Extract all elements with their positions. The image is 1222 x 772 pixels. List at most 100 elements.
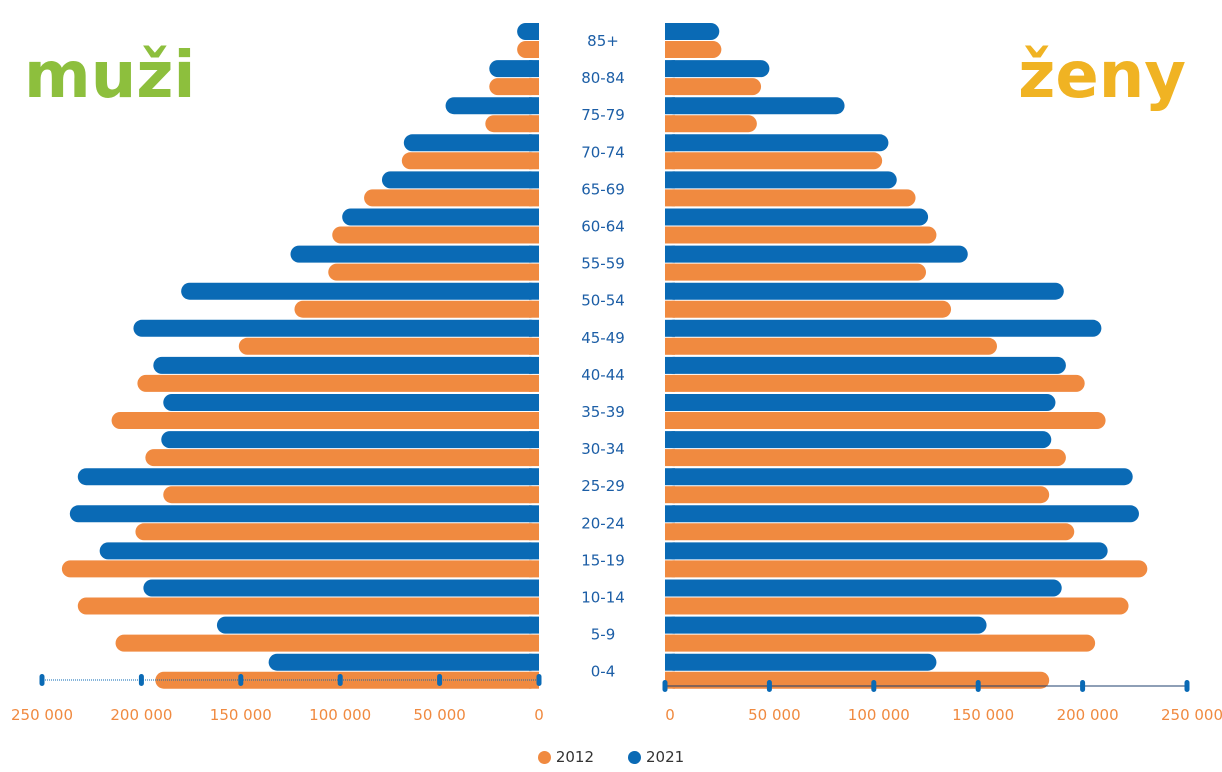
- bar-men-cap-2021-80-84: [529, 60, 539, 77]
- bar-women-2021-15-19: [665, 542, 1108, 559]
- bars-men: [62, 23, 539, 689]
- tick-label-men-2: 150 000: [210, 706, 272, 724]
- bar-men-cap-2012-25-29: [529, 486, 539, 503]
- bar-men-2021-45-49: [133, 320, 539, 337]
- age-label-40-44: 40-44: [581, 366, 625, 384]
- bar-women-2021-30-34: [665, 431, 1051, 448]
- bar-men-2012-25-29: [163, 486, 539, 503]
- legend-item-2021: 2021: [628, 748, 684, 766]
- bar-men-cap-2021-45-49: [529, 320, 539, 337]
- age-label-60-64: 60-64: [581, 218, 625, 236]
- tick-label-men-0: 250 000: [11, 706, 73, 724]
- legend: 2012 2021: [0, 748, 1222, 766]
- legend-label-2012: 2012: [556, 748, 594, 766]
- bar-women-cap-2021-40-44: [665, 357, 675, 374]
- bar-men-cap-2021-65-69: [529, 171, 539, 188]
- bar-women-2012-65-69: [665, 189, 916, 206]
- bar-women-2012-70-74: [665, 152, 882, 169]
- bar-men-cap-2021-60-64: [529, 209, 539, 226]
- bar-men-cap-2021-5-9: [529, 617, 539, 634]
- bar-women-cap-2012-20-24: [665, 523, 675, 540]
- bar-women-2021-70-74: [665, 134, 888, 151]
- bar-men-2021-5-9: [217, 617, 539, 634]
- tick-label-women-5: 250 000: [1161, 706, 1222, 724]
- bar-men-2021-20-24: [70, 505, 539, 522]
- bar-women-cap-2021-0-4: [665, 654, 675, 671]
- legend-label-2021: 2021: [646, 748, 684, 766]
- bar-women-2012-5-9: [665, 635, 1095, 652]
- bar-men-2012-60-64: [332, 227, 539, 244]
- bar-women-2021-75-79: [665, 97, 845, 114]
- bar-women-2021-65-69: [665, 171, 897, 188]
- bar-women-cap-2012-80-84: [665, 78, 675, 95]
- bar-women-cap-2021-15-19: [665, 542, 675, 559]
- bar-women-2012-20-24: [665, 523, 1074, 540]
- bar-women-cap-2012-75-79: [665, 115, 675, 132]
- bar-men-cap-2012-5-9: [529, 635, 539, 652]
- bar-women-cap-2012-45-49: [665, 338, 675, 355]
- legend-dot-2021: [628, 751, 641, 764]
- bar-women-cap-2021-80-84: [665, 60, 675, 77]
- tick-label-women-0: 0: [665, 706, 675, 724]
- bar-women-cap-2012-60-64: [665, 227, 675, 244]
- bar-men-2021-0-4: [269, 654, 539, 671]
- tick-marker-women-4: [1080, 680, 1085, 692]
- bar-men-cap-2021-85+: [529, 23, 539, 40]
- bar-men-cap-2021-75-79: [529, 97, 539, 114]
- tick-marker-men-0: [40, 674, 45, 686]
- bar-women-cap-2012-10-14: [665, 598, 675, 615]
- bar-women-2021-45-49: [665, 320, 1101, 337]
- bar-women-cap-2012-70-74: [665, 152, 675, 169]
- bar-women-cap-2021-5-9: [665, 617, 675, 634]
- bar-men-cap-2012-35-39: [529, 412, 539, 429]
- bar-women-cap-2012-25-29: [665, 486, 675, 503]
- bar-women-2012-55-59: [665, 264, 926, 281]
- bar-women-cap-2021-85+: [665, 23, 675, 40]
- bar-women-2012-40-44: [665, 375, 1085, 392]
- age-label-0-4: 0-4: [591, 663, 616, 681]
- age-label-30-34: 30-34: [581, 440, 625, 458]
- bar-women-2021-60-64: [665, 209, 928, 226]
- bar-women-cap-2012-85+: [665, 41, 675, 58]
- bar-men-cap-2012-65-69: [529, 189, 539, 206]
- tick-marker-men-5: [537, 674, 542, 686]
- bar-women-cap-2012-50-54: [665, 301, 675, 318]
- bar-men-cap-2021-50-54: [529, 283, 539, 300]
- bar-women-2012-50-54: [665, 301, 951, 318]
- tick-marker-men-3: [338, 674, 343, 686]
- bar-women-cap-2021-35-39: [665, 394, 675, 411]
- tick-marker-women-0: [663, 680, 668, 692]
- bar-men-2012-55-59: [328, 264, 539, 281]
- bar-women-cap-2021-10-14: [665, 580, 675, 597]
- bar-men-cap-2012-60-64: [529, 227, 539, 244]
- age-label-85+: 85+: [587, 32, 619, 50]
- bar-men-2012-10-14: [78, 598, 539, 615]
- bar-women-cap-2012-35-39: [665, 412, 675, 429]
- bar-women-cap-2021-50-54: [665, 283, 675, 300]
- bar-women-2012-80-84: [665, 78, 761, 95]
- bar-women-cap-2012-15-19: [665, 560, 675, 577]
- age-label-80-84: 80-84: [581, 69, 625, 87]
- bar-men-cap-2021-25-29: [529, 468, 539, 485]
- bar-men-2021-65-69: [382, 171, 539, 188]
- bar-women-cap-2021-30-34: [665, 431, 675, 448]
- bar-women-2021-55-59: [665, 246, 968, 263]
- bar-women-cap-2012-40-44: [665, 375, 675, 392]
- bar-men-cap-2012-40-44: [529, 375, 539, 392]
- tick-label-men-3: 100 000: [309, 706, 371, 724]
- bar-men-cap-2021-20-24: [529, 505, 539, 522]
- bar-men-cap-2012-80-84: [529, 78, 539, 95]
- bar-men-2012-20-24: [135, 523, 539, 540]
- bars-women: [665, 23, 1147, 689]
- bar-men-2012-15-19: [62, 560, 539, 577]
- bar-men-2021-40-44: [153, 357, 539, 374]
- tick-marker-men-2: [238, 674, 243, 686]
- tick-label-men-5: 0: [534, 706, 544, 724]
- age-label-75-79: 75-79: [581, 106, 625, 124]
- bar-women-2012-10-14: [665, 598, 1129, 615]
- bar-men-2012-70-74: [402, 152, 539, 169]
- age-label-15-19: 15-19: [581, 551, 625, 569]
- age-label-10-14: 10-14: [581, 589, 625, 607]
- bar-women-2021-25-29: [665, 468, 1133, 485]
